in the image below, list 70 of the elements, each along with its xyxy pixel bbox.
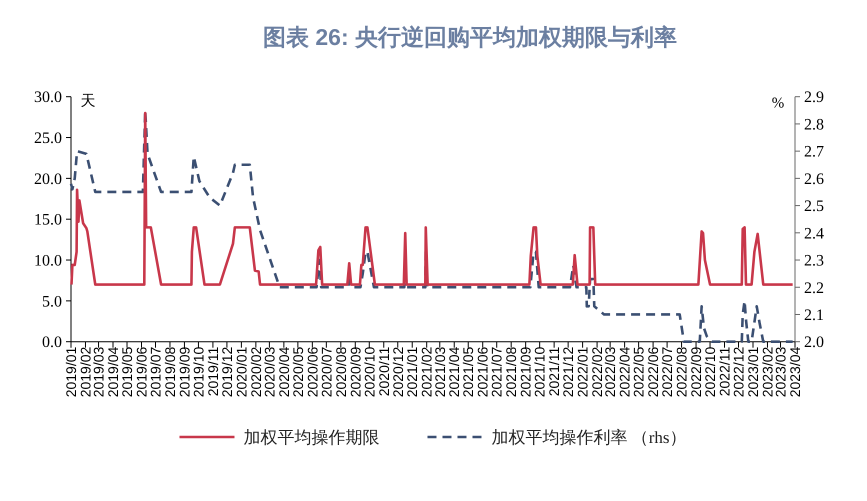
xtick-label: 2022/11 xyxy=(716,346,733,396)
xtick-label: 2020/01 xyxy=(233,346,250,398)
xtick-label: 2019/07 xyxy=(148,346,164,398)
xtick-label: 2021/06 xyxy=(474,346,491,398)
xtick-label: 2019/03 xyxy=(90,346,107,398)
xtick-label: 2020/03 xyxy=(261,346,278,398)
xtick-label: 2020/10 xyxy=(361,346,378,398)
xtick-label: 2020/08 xyxy=(332,346,349,398)
xtick-label: 2021/07 xyxy=(488,346,505,398)
ytick-label: 10.0 xyxy=(34,252,62,270)
ytick-label: 0.0 xyxy=(42,334,62,352)
xtick-label: 2021/01 xyxy=(404,346,420,398)
y2label: % xyxy=(772,96,784,112)
xtick-label: 2022/06 xyxy=(645,346,662,398)
xtick-label: 2019/06 xyxy=(133,346,150,398)
y2tick-label: 2.7 xyxy=(804,144,824,161)
y2tick-label: 2.4 xyxy=(804,225,824,242)
y2tick-label: 2.9 xyxy=(804,89,824,106)
xtick-label: 2023/02 xyxy=(759,346,776,398)
xtick-label: 2020/11 xyxy=(376,346,392,396)
xtick-label: 2019/02 xyxy=(77,346,94,398)
xtick-label: 2021/11 xyxy=(546,346,562,396)
xtick-label: 2021/10 xyxy=(532,346,548,398)
y2tick-label: 2.2 xyxy=(804,280,824,297)
xtick-label: 2019/08 xyxy=(162,346,178,398)
y2tick-label: 2.0 xyxy=(804,334,824,352)
xtick-label: 2022/07 xyxy=(659,346,676,398)
xtick-label: 2019/09 xyxy=(176,346,192,398)
ytick-label: 15.0 xyxy=(34,212,62,229)
xtick-label: 2021/08 xyxy=(503,346,520,398)
xtick-label: 2020/06 xyxy=(304,346,320,398)
xtick-label: 2022/04 xyxy=(616,346,633,398)
xtick-label: 2022/05 xyxy=(630,346,647,398)
xtick-label: 2020/02 xyxy=(248,346,264,398)
ytick-label: 5.0 xyxy=(42,293,62,310)
xtick-label: 2023/04 xyxy=(787,346,803,398)
xtick-label: 2022/12 xyxy=(730,346,747,398)
xtick-label: 2022/09 xyxy=(688,346,704,398)
y2tick-label: 2.8 xyxy=(804,116,824,134)
xtick-label: 2023/03 xyxy=(772,346,789,398)
ytick-label: 20.0 xyxy=(34,170,62,188)
xtick-label: 2021/09 xyxy=(518,346,534,398)
y2tick-label: 2.5 xyxy=(804,198,824,216)
xtick-label: 2023/01 xyxy=(745,346,761,398)
xtick-label: 2021/05 xyxy=(460,346,476,398)
xtick-label: 2019/05 xyxy=(119,346,136,398)
xtick-label: 2020/05 xyxy=(290,346,306,398)
xtick-label: 2021/12 xyxy=(560,346,576,398)
y2tick-label: 2.6 xyxy=(804,170,824,188)
xtick-label: 2019/10 xyxy=(190,346,206,398)
y2tick-label: 2.3 xyxy=(804,252,824,270)
y2tick-label: 2.1 xyxy=(804,306,824,324)
xtick-label: 2020/09 xyxy=(347,346,364,398)
xtick-label: 2022/10 xyxy=(702,346,718,398)
xtick-label: 2021/04 xyxy=(446,346,462,398)
xtick-label: 2020/12 xyxy=(390,346,406,398)
xtick-label: 2019/12 xyxy=(218,346,235,398)
xtick-label: 2019/11 xyxy=(204,346,221,396)
xtick-label: 2019/01 xyxy=(63,346,79,398)
xtick-label: 2019/04 xyxy=(105,346,121,398)
legend-label: 加权平均操作利率 （rhs） xyxy=(491,428,687,447)
xtick-label: 2022/01 xyxy=(574,346,591,398)
xtick-label: 2020/07 xyxy=(318,346,334,398)
xtick-label: 2020/04 xyxy=(276,346,292,398)
xtick-label: 2022/08 xyxy=(674,346,690,398)
title: 图表 26: 央行逆回购平均加权期限与利率 xyxy=(262,24,678,50)
ylabel: 天 xyxy=(80,94,96,110)
ytick-label: 25.0 xyxy=(34,130,62,148)
legend-label: 加权平均操作期限 xyxy=(243,428,380,447)
ytick-label: 30.0 xyxy=(34,89,62,106)
